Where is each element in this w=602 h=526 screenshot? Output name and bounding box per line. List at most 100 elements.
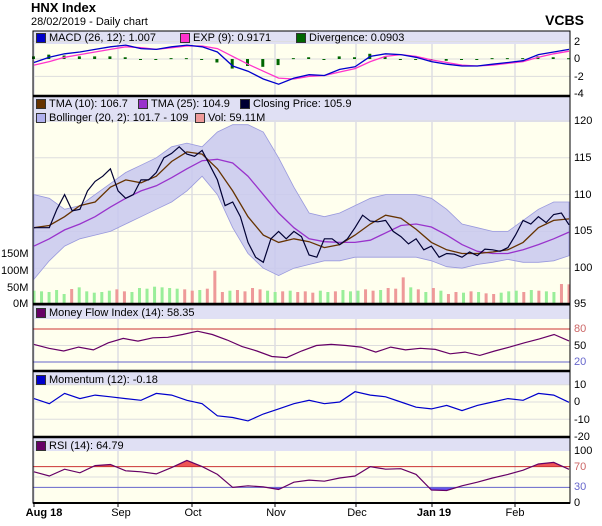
divergence-bar	[261, 59, 265, 67]
mfi-tick: 20	[574, 356, 587, 368]
volume-swatch	[195, 113, 205, 123]
volume-bar	[183, 289, 187, 304]
volume-bar	[499, 292, 503, 304]
rsi-overbought-fill	[92, 460, 564, 467]
x-label: Jan 19	[416, 507, 452, 519]
mfi-tick: 50	[574, 340, 587, 352]
volume-bar	[394, 288, 398, 304]
momentum-tick: 0	[574, 396, 581, 408]
volume-bar	[446, 294, 450, 304]
legend-tma25-label: TMA (25): 104.9	[151, 98, 230, 110]
volume-tick: 100M	[1, 265, 29, 277]
divergence-bar	[184, 58, 188, 60]
volume-bar	[198, 290, 202, 304]
volume-bar	[220, 292, 224, 304]
volume-bar	[431, 288, 435, 304]
price-header-band	[33, 96, 570, 122]
divergence-bar	[353, 57, 356, 59]
volume-bar	[251, 288, 255, 304]
price-tick: 115	[574, 152, 592, 164]
volume-tick: 0M	[13, 298, 29, 310]
divergence-bar	[123, 57, 127, 59]
divergence-bar	[475, 59, 479, 60]
legend-momentum: Momentum (12): -0.18	[36, 374, 158, 386]
volume-bar	[235, 290, 239, 304]
volume-bar	[70, 289, 74, 304]
volume-bar	[160, 287, 164, 304]
volume-bar	[243, 291, 247, 304]
divergence-bar	[567, 58, 570, 60]
rsi-swatch	[36, 441, 46, 451]
macd-tick: 0	[574, 53, 581, 65]
divergence-bar	[291, 58, 295, 60]
x-label: Feb	[505, 507, 525, 519]
volume-bar	[273, 292, 277, 304]
volume-bar	[153, 286, 157, 304]
price-tick: 120	[574, 115, 593, 127]
volume-bar	[85, 291, 89, 304]
volume-bar	[100, 292, 104, 304]
x-label: Aug 18	[25, 507, 63, 519]
rsi-tick: 70	[574, 461, 587, 473]
momentum-tick: -10	[574, 414, 590, 426]
divergence-bar	[505, 58, 509, 60]
volume-bar	[137, 288, 141, 304]
volume-bar	[537, 290, 541, 304]
volume-bar	[409, 287, 413, 304]
volume-bar	[469, 291, 473, 304]
volume-bar	[529, 290, 533, 304]
volume-bar	[544, 291, 548, 304]
divergence-bar	[521, 58, 525, 60]
momentum-tick: 10	[574, 379, 587, 391]
price-tick: 95	[574, 298, 587, 310]
macd-tick: -4	[574, 88, 584, 100]
volume-tick: 50M	[7, 282, 29, 294]
divergence-bar	[139, 59, 142, 60]
volume-bar	[213, 270, 217, 304]
divergence-bar	[460, 59, 463, 60]
volume-bar	[258, 289, 262, 304]
volume-bar	[122, 291, 126, 304]
bollinger-swatch	[36, 113, 46, 123]
volume-bar	[341, 290, 345, 304]
rsi-tick: 0	[574, 497, 581, 509]
x-label: Sep	[111, 507, 131, 519]
volume-bar	[115, 289, 119, 304]
volume-tick: 150M	[1, 248, 29, 260]
divergence-bar	[93, 56, 97, 59]
volume-bar	[552, 292, 556, 304]
volume-bar	[40, 291, 44, 304]
volume-bar	[371, 290, 375, 304]
divergence-bar	[383, 56, 387, 59]
brand-label: VCBS	[545, 12, 584, 28]
volume-bar	[567, 284, 571, 304]
macd-tick: 2	[574, 36, 581, 48]
rsi-tick: 30	[574, 481, 587, 493]
volume-bar	[130, 292, 134, 304]
volume-bar	[303, 291, 307, 304]
volume-bar	[326, 292, 330, 304]
momentum-tick: -20	[574, 431, 590, 443]
price-tick: 110	[574, 189, 592, 201]
volume-bar	[507, 291, 511, 304]
price-tick: 100	[574, 262, 593, 274]
x-label: Dec	[347, 507, 367, 519]
momentum-swatch	[36, 375, 46, 385]
divergence-bar	[108, 56, 112, 59]
divergence-bar	[169, 58, 173, 60]
volume-bar	[228, 290, 232, 304]
volume-bar	[484, 293, 488, 304]
volume-bar	[559, 284, 563, 304]
closing-price-line	[34, 145, 570, 264]
rsi-tick: 100	[574, 445, 593, 457]
volume-bar	[454, 292, 458, 304]
volume-bar	[364, 289, 368, 304]
volume-bar	[379, 290, 383, 304]
chart-subtitle: 28/02/2019 - Daily chart	[31, 16, 148, 28]
rsi-line	[33, 459, 570, 492]
divergence-bar	[398, 59, 402, 60]
bollinger-band	[33, 124, 570, 281]
chart-title: HNX Index	[31, 0, 97, 15]
